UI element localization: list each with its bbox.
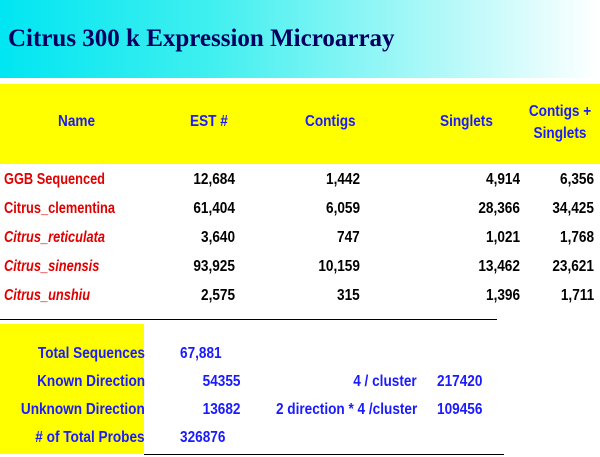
- table-divider: [0, 319, 497, 320]
- summary-row: Known Direction 54355 4 / cluster 217420: [0, 373, 600, 395]
- table-row: Citrus_clementina 61,404 6,059 28,366 34…: [0, 200, 600, 222]
- row-contigs: 315: [337, 287, 360, 304]
- row-name: GGB Sequenced: [4, 171, 105, 188]
- summary-value: 326876: [180, 429, 226, 446]
- summary-result: 217420: [437, 373, 483, 390]
- row-name: Citrus_unshiu: [4, 287, 91, 304]
- page-title: Citrus 300 k Expression Microarray: [8, 25, 395, 52]
- row-singlets: 13,462: [478, 258, 520, 275]
- table-row: Citrus_unshiu 2,575 315 1,396 1,711: [0, 287, 600, 309]
- row-singlets: 28,366: [478, 200, 520, 217]
- summary-label: Known Direction: [36, 373, 145, 390]
- row-singlets: 1,021: [485, 229, 520, 246]
- summary-row: # of Total Probes 326876: [0, 429, 600, 451]
- table-row: GGB Sequenced 12,684 1,442 4,914 6,356: [0, 171, 600, 193]
- header-name: Name: [58, 113, 96, 130]
- summary-label: Total Sequences: [37, 345, 145, 362]
- header-combined-line1: Contigs +: [528, 103, 592, 120]
- row-combined: 1,711: [560, 287, 594, 304]
- summary-row: Unknown Direction 13682 2 direction * 4 …: [0, 401, 600, 423]
- row-combined: 34,425: [552, 200, 594, 217]
- header-contigs: Contigs: [305, 113, 356, 130]
- row-est: 3,640: [200, 229, 235, 246]
- summary-value: 54355: [202, 373, 240, 390]
- summary-result: 109456: [437, 401, 483, 418]
- row-name: Citrus_reticulata: [4, 229, 106, 246]
- row-contigs: 6,059: [325, 200, 360, 217]
- table-header: [0, 84, 600, 164]
- summary-note: 2 direction * 4 /cluster: [275, 401, 417, 418]
- summary-value: 67,881: [180, 345, 222, 362]
- row-contigs: 747: [337, 229, 360, 246]
- row-singlets: 1,396: [485, 287, 520, 304]
- row-est: 61,404: [193, 200, 235, 217]
- row-combined: 23,621: [552, 258, 594, 275]
- header-singlets: Singlets: [440, 113, 493, 130]
- summary-note: 4 / cluster: [353, 373, 417, 390]
- table-row: Citrus_sinensis 93,925 10,159 13,462 23,…: [0, 258, 600, 280]
- summary-label-column: [0, 324, 144, 454]
- header-combined: Contigs + Singlets: [524, 101, 595, 145]
- row-contigs: 1,442: [325, 171, 360, 188]
- row-singlets: 4,914: [485, 171, 520, 188]
- row-est: 2,575: [200, 287, 235, 304]
- table-row: Citrus_reticulata 3,640 747 1,021 1,768: [0, 229, 600, 251]
- summary-row: Total Sequences 67,881: [0, 345, 600, 367]
- summary-bottom-rule: [144, 454, 504, 455]
- summary-label: Unknown Direction: [21, 401, 145, 418]
- row-name: Citrus_clementina: [4, 200, 115, 217]
- row-combined: 1,768: [559, 229, 594, 246]
- row-name: Citrus_sinensis: [4, 258, 100, 275]
- summary-label: # of Total Probes: [35, 429, 145, 446]
- title-bar: [0, 0, 600, 78]
- row-combined: 6,356: [559, 171, 594, 188]
- header-combined-line2: Singlets: [533, 125, 587, 142]
- row-est: 93,925: [193, 258, 235, 275]
- row-contigs: 10,159: [318, 258, 360, 275]
- header-est: EST #: [190, 113, 228, 130]
- row-est: 12,684: [193, 171, 235, 188]
- summary-value: 13682: [202, 401, 240, 418]
